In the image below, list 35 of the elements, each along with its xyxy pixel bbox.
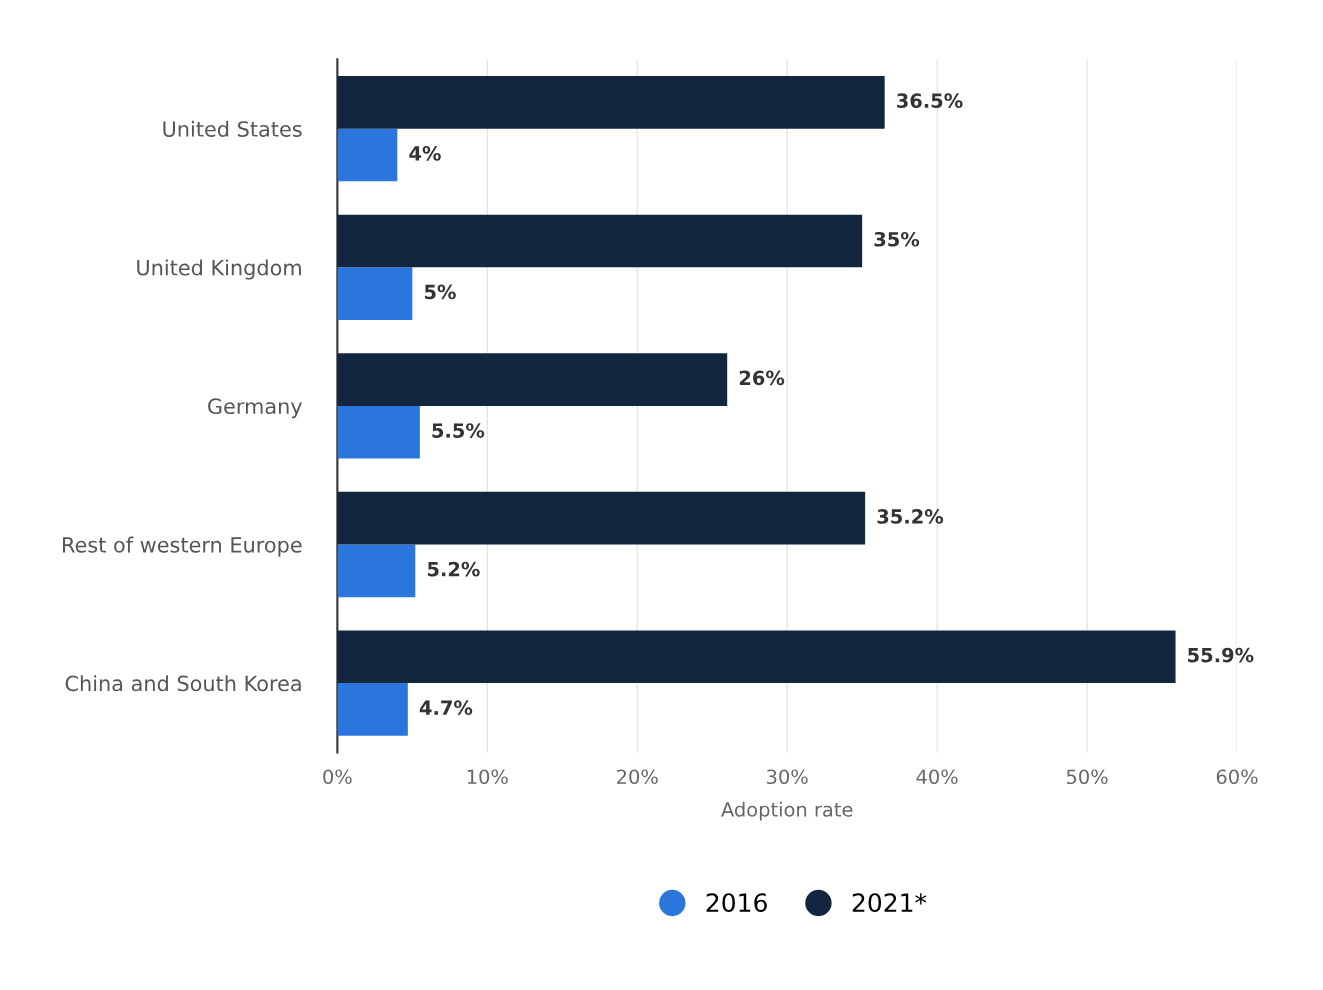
- bar: [337, 405, 420, 459]
- x-axis-title: Adoption rate: [721, 801, 853, 821]
- bar: [337, 214, 863, 268]
- x-tick-label: 40%: [916, 769, 958, 785]
- y-tick-label: Germany: [208, 398, 303, 419]
- y-tick-label: Rest of western Europe: [63, 536, 302, 557]
- x-tick-label: 60%: [1216, 769, 1258, 785]
- data-label: 5%: [424, 284, 456, 300]
- x-tick-label: 50%: [1066, 769, 1108, 785]
- bar: [337, 491, 866, 545]
- x-tick-label: 30%: [767, 769, 808, 785]
- x-tick-label: 10%: [467, 769, 508, 785]
- data-label: 5.2%: [427, 561, 480, 577]
- y-tick-label: United States: [163, 120, 302, 137]
- data-label: 35%: [874, 231, 920, 247]
- bar: [337, 128, 398, 182]
- data-label: 35.2%: [877, 509, 944, 524]
- bar: [337, 630, 1176, 684]
- x-tick-label: 0%: [323, 769, 352, 785]
- data-label: 5.5%: [432, 423, 485, 438]
- bar: [337, 544, 416, 598]
- bar: [337, 267, 413, 320]
- legend-label: 2016: [706, 893, 767, 913]
- data-label: 4%: [409, 145, 441, 161]
- data-label: 55.9%: [1188, 647, 1254, 663]
- data-label: 4.7%: [419, 700, 473, 716]
- bar: [337, 683, 408, 736]
- data-label: 36.5%: [897, 93, 963, 109]
- y-tick-label: United Kingdom: [137, 259, 301, 280]
- data-label: 26%: [739, 370, 785, 386]
- bar: [337, 353, 728, 406]
- y-tick-label: China and South Korea: [65, 675, 301, 692]
- legend-label: 2021*: [852, 893, 927, 913]
- bar: [337, 76, 885, 129]
- x-tick-label: 20%: [617, 769, 658, 785]
